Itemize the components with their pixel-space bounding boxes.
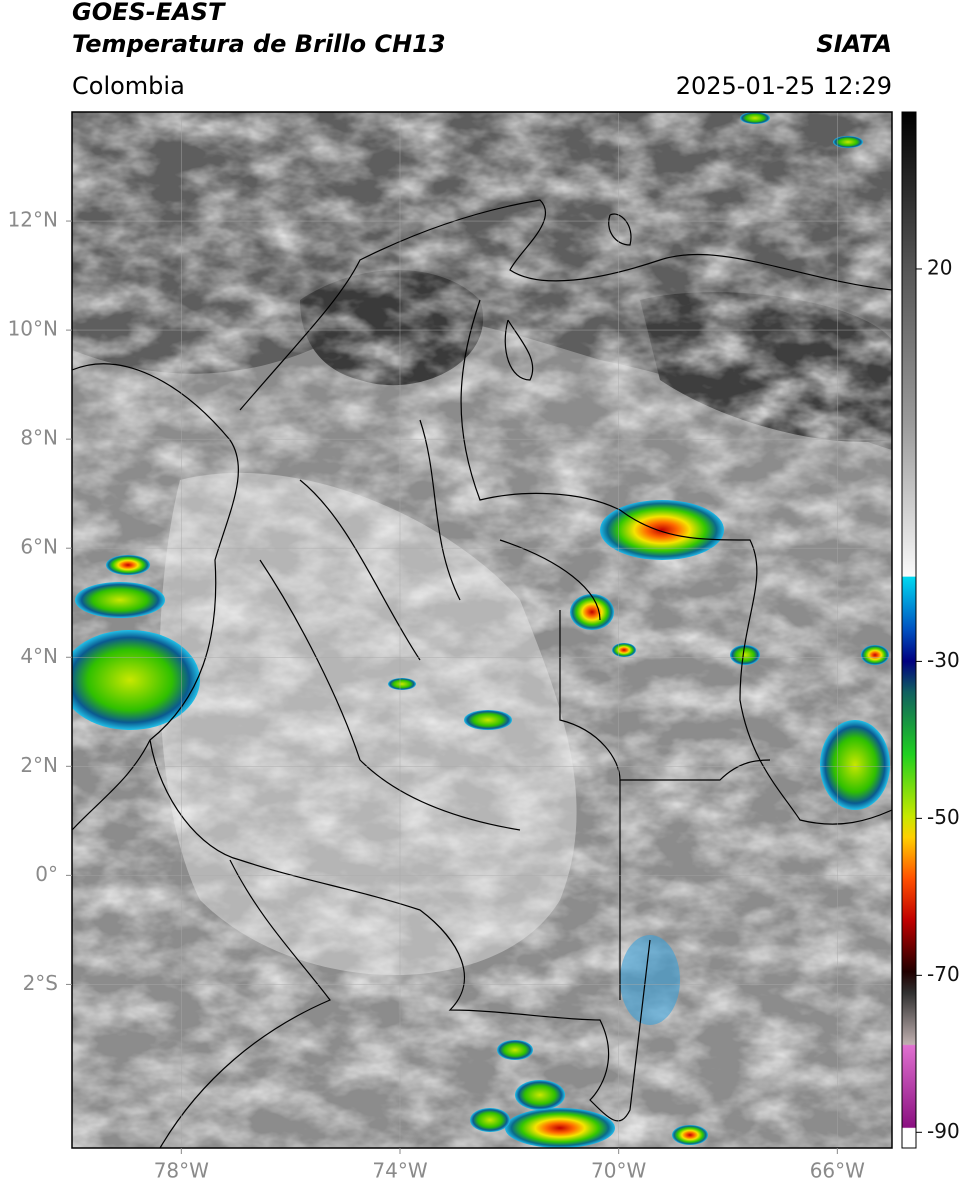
colorbar-label: 20: [927, 255, 952, 279]
map-frame: [71, 111, 893, 1149]
x-tick-label: 78°W: [154, 1159, 209, 1183]
y-tick-label: 10°N: [8, 317, 58, 341]
y-tick-label: 4°N: [20, 644, 58, 668]
y-tick-label: 6°N: [20, 535, 58, 559]
x-tick-label: 70°W: [591, 1159, 646, 1183]
subtitle: Temperatura de Brillo CH13: [72, 30, 446, 58]
colorbar-label: -30: [927, 648, 960, 672]
x-tick-label: 66°W: [810, 1159, 865, 1183]
colorbar-label: -50: [927, 805, 960, 829]
y-tick-label: 2°N: [20, 753, 58, 777]
colorbar-label: -90: [927, 1119, 960, 1143]
title: GOES-EAST: [72, 0, 226, 26]
source: SIATA: [816, 30, 892, 58]
y-tick-label: 0°: [35, 862, 58, 886]
satellite-image: [72, 112, 892, 1148]
colorbar: [901, 111, 917, 1149]
y-tick-label: 12°N: [8, 208, 58, 232]
graticule: [72, 112, 892, 1148]
datetime: 2025-01-25 12:29: [676, 72, 892, 100]
colorbar-label: -70: [927, 962, 960, 986]
y-tick-label: 2°S: [23, 971, 58, 995]
y-tick-label: 8°N: [20, 426, 58, 450]
region: Colombia: [72, 72, 185, 100]
x-tick-label: 74°W: [372, 1159, 427, 1183]
